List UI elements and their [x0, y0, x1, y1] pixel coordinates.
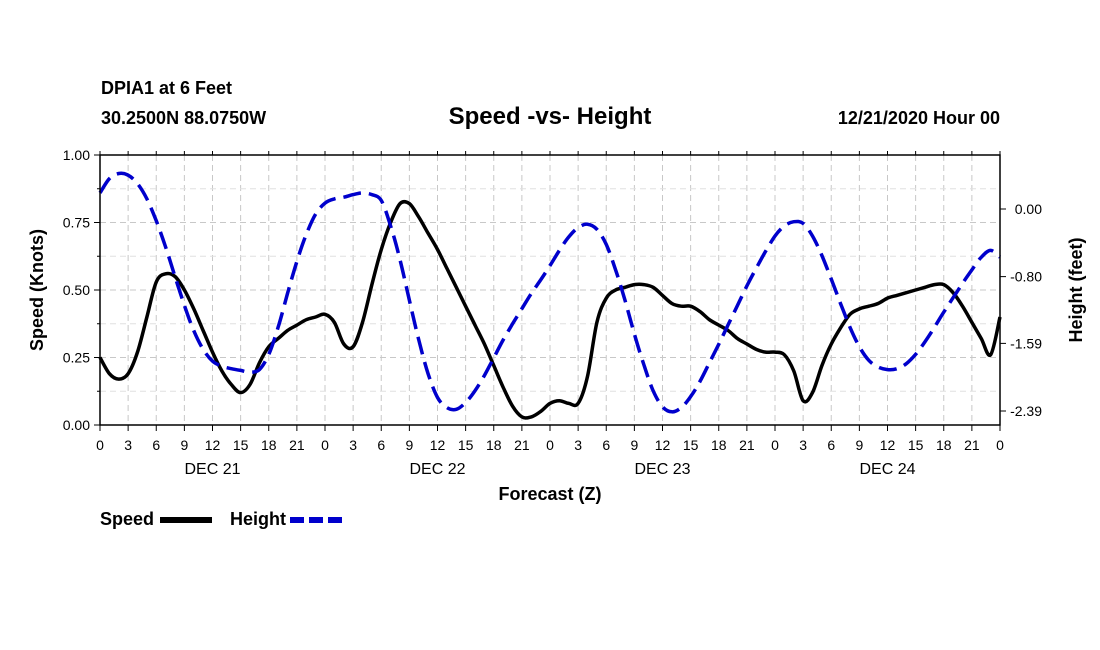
x-day-label: DEC 23	[634, 461, 690, 478]
y2-tick-label: -2.39	[1010, 403, 1042, 419]
x-tick-label: 9	[855, 437, 863, 453]
legend-height-label: Height	[230, 509, 286, 529]
x-tick-label: 3	[124, 437, 132, 453]
y-tick-label: 0.50	[63, 282, 90, 298]
x-tick-label: 0	[771, 437, 779, 453]
y2-axis-title: Height (feet)	[1066, 238, 1086, 343]
x-tick-label: 3	[349, 437, 357, 453]
x-tick-label: 12	[655, 437, 671, 453]
y-tick-label: 0.00	[63, 417, 90, 433]
x-tick-label: 9	[405, 437, 413, 453]
x-tick-label: 3	[799, 437, 807, 453]
x-tick-label: 18	[936, 437, 952, 453]
y-tick-label: 0.25	[63, 350, 90, 366]
x-tick-label: 12	[880, 437, 896, 453]
x-tick-label: 9	[630, 437, 638, 453]
x-tick-label: 6	[152, 437, 160, 453]
x-tick-label: 18	[486, 437, 502, 453]
x-tick-label: 15	[458, 437, 474, 453]
x-tick-label: 0	[96, 437, 104, 453]
x-axis-title: Forecast (Z)	[498, 484, 601, 504]
legend-speed-label: Speed	[100, 509, 154, 529]
chart-title: Speed -vs- Height	[449, 103, 652, 130]
x-tick-label: 21	[514, 437, 530, 453]
y2-tick-label: 0.00	[1015, 201, 1042, 217]
x-tick-label: 21	[289, 437, 305, 453]
y-tick-label: 0.75	[63, 215, 90, 231]
axes: 0 3 6 9 12 15 18 21 0 3 6 9 12 15 18 21 0 3 6 9 12 15 18 21 0 3 6 9…	[63, 147, 1042, 478]
x-tick-label: 0	[996, 437, 1004, 453]
x-day-label: DEC 21	[184, 461, 240, 478]
x-tick-label: 12	[430, 437, 446, 453]
y-axis-title: Speed (Knots)	[27, 229, 47, 351]
x-tick-label: 15	[683, 437, 699, 453]
series-layer	[98, 171, 1002, 420]
x-tick-label: 9	[180, 437, 188, 453]
speed-series-line	[98, 199, 1002, 420]
height-series-line	[98, 171, 1002, 414]
station-label: DPIA1 at 6 Feet	[101, 78, 232, 98]
y-tick-label: 1.00	[63, 147, 90, 163]
x-tick-label: 0	[321, 437, 329, 453]
coordinates-label: 30.2500N 88.0750W	[101, 108, 266, 128]
x-tick-label: 6	[602, 437, 610, 453]
x-day-label: DEC 22	[409, 461, 465, 478]
issued-datetime: 12/21/2020 Hour 00	[838, 108, 1000, 128]
x-tick-label: 12	[205, 437, 221, 453]
x-tick-label: 18	[711, 437, 727, 453]
x-tick-label: 21	[739, 437, 755, 453]
y2-tick-label: -0.80	[1010, 269, 1042, 285]
x-tick-label: 15	[908, 437, 924, 453]
x-tick-label: 0	[546, 437, 554, 453]
gridlines	[100, 155, 1000, 425]
y2-tick-label: -1.59	[1010, 335, 1042, 351]
x-tick-label: 21	[964, 437, 980, 453]
x-tick-label: 18	[261, 437, 277, 453]
x-tick-label: 3	[574, 437, 582, 453]
x-tick-label: 6	[827, 437, 835, 453]
x-tick-label: 15	[233, 437, 249, 453]
x-day-label: DEC 24	[859, 461, 915, 478]
x-tick-label: 6	[377, 437, 385, 453]
